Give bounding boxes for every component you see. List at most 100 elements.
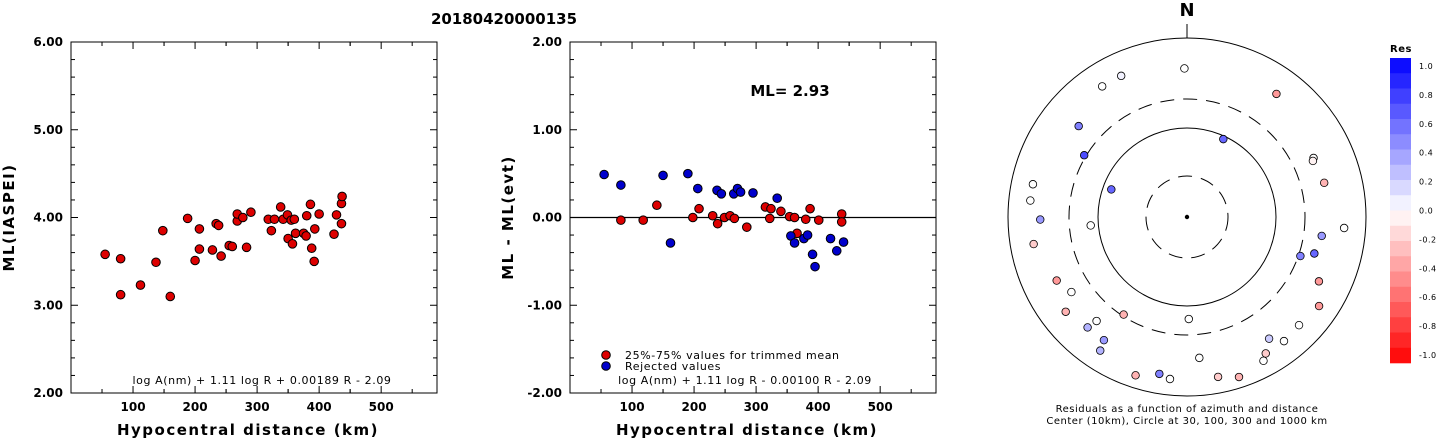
data-point	[287, 239, 298, 249]
data-point	[331, 210, 342, 220]
y-axis-label: ML(IASPEI)	[0, 163, 18, 271]
y-tick-label: 2.00	[33, 386, 63, 400]
colorbar-label: -0.6	[1419, 293, 1437, 302]
colorbar-step	[1390, 302, 1411, 318]
data-point	[301, 210, 312, 221]
station-point	[1097, 82, 1107, 91]
data-point	[309, 256, 319, 267]
station-point	[1310, 249, 1319, 258]
data-point	[115, 289, 126, 300]
station-point	[1155, 369, 1164, 379]
y-tick-label: -1.00	[527, 298, 562, 312]
colorbar-step	[1390, 119, 1411, 135]
station-point	[1092, 316, 1101, 326]
data-point	[789, 238, 800, 248]
station-point	[1213, 372, 1223, 382]
x-tick-label: 400	[806, 400, 831, 414]
data-point	[207, 245, 218, 255]
data-point	[741, 222, 752, 232]
station-point	[1099, 335, 1109, 345]
data-point	[707, 210, 718, 221]
colorbar-step	[1390, 134, 1411, 150]
data-point	[692, 183, 703, 194]
data-point	[301, 231, 311, 241]
colorbar: Res 1.0 0.8 0.6 0.4 0.2 0.0 -0.2 -0.4 -0.6 -0.8 -1.…	[1390, 44, 1437, 364]
station-point	[1339, 223, 1349, 233]
ring-300km	[1068, 98, 1306, 336]
data-point	[810, 261, 820, 272]
plot-frame	[70, 41, 438, 394]
data-point	[836, 217, 847, 227]
data-point	[135, 280, 146, 290]
station-point	[1067, 287, 1076, 297]
colorbar-title: Res	[1390, 44, 1412, 55]
colorbar-step	[1390, 210, 1411, 227]
data-point	[813, 215, 824, 225]
data-point	[735, 187, 746, 197]
ring-100km	[1097, 127, 1277, 307]
colorbar-label: 0.6	[1419, 120, 1433, 129]
station-point	[1079, 151, 1089, 160]
center-point	[1184, 214, 1190, 220]
data-point	[638, 215, 649, 225]
polar-caption-line2: Center (10km), Circle at 30, 100, 300 an…	[1046, 416, 1327, 427]
data-point	[336, 218, 347, 229]
colorbar-step	[1390, 149, 1411, 166]
data-point	[748, 188, 758, 198]
colorbar-step	[1390, 73, 1411, 89]
x-tick-label: 200	[682, 400, 707, 414]
legend-marker	[601, 361, 611, 371]
colorbar-label: 1.0	[1419, 62, 1433, 71]
colorbar-step	[1390, 347, 1411, 364]
station-point	[1234, 372, 1244, 382]
data-point	[246, 207, 256, 218]
x-tick-label: 200	[183, 400, 208, 414]
colorbar-step	[1390, 225, 1411, 242]
y-tick-label: 2.00	[532, 35, 562, 49]
data-point	[658, 170, 668, 181]
data-point	[805, 203, 815, 214]
station-point	[1083, 323, 1092, 332]
data-point	[665, 238, 676, 248]
colorbar-step	[1390, 332, 1411, 349]
x-tick-label: 100	[121, 400, 146, 414]
y-axis-label: ML - ML(evt)	[499, 155, 517, 279]
station-point	[1131, 371, 1140, 380]
data-point	[241, 242, 252, 253]
data-point	[309, 224, 320, 234]
polar-caption-line1: Residuals as a function of azimuth and d…	[1056, 404, 1319, 415]
station-point	[1096, 346, 1105, 355]
station-point	[1308, 156, 1318, 166]
data-point	[716, 189, 727, 199]
data-point	[694, 203, 704, 214]
colorbar-step	[1390, 180, 1411, 196]
data-point	[115, 253, 126, 264]
x-axis-label: Hypocentral distance (km)	[117, 421, 379, 439]
y-tick-label: 4.00	[33, 211, 63, 225]
x-tick-label: 300	[245, 400, 270, 414]
colorbar-label: -0.4	[1419, 264, 1437, 273]
data-point	[789, 212, 800, 223]
station-point	[1261, 349, 1270, 358]
legend-label: 25%-75% values for trimmed mean	[625, 349, 840, 362]
north-label: N	[1179, 0, 1194, 21]
data-point	[712, 218, 723, 229]
station-point	[1165, 374, 1175, 384]
data-point	[266, 225, 277, 236]
station-point	[1119, 310, 1128, 319]
station-point	[1195, 353, 1204, 363]
data-point	[599, 169, 609, 180]
colorbar-step	[1390, 286, 1411, 303]
station-point	[1036, 215, 1045, 224]
y-tick-label: 1.00	[532, 123, 562, 137]
x-tick-label: 500	[369, 400, 394, 414]
station-point	[1028, 180, 1038, 189]
formula-text: log A(nm) + 1.11 log R - 0.00100 R - 2.0…	[618, 374, 872, 387]
data-point	[158, 225, 168, 236]
station-point	[1259, 356, 1268, 366]
station-point	[1272, 89, 1281, 99]
legend-label: Rejected values	[625, 360, 721, 373]
colorbar-label: -1.0	[1419, 351, 1437, 360]
data-point	[764, 213, 775, 224]
